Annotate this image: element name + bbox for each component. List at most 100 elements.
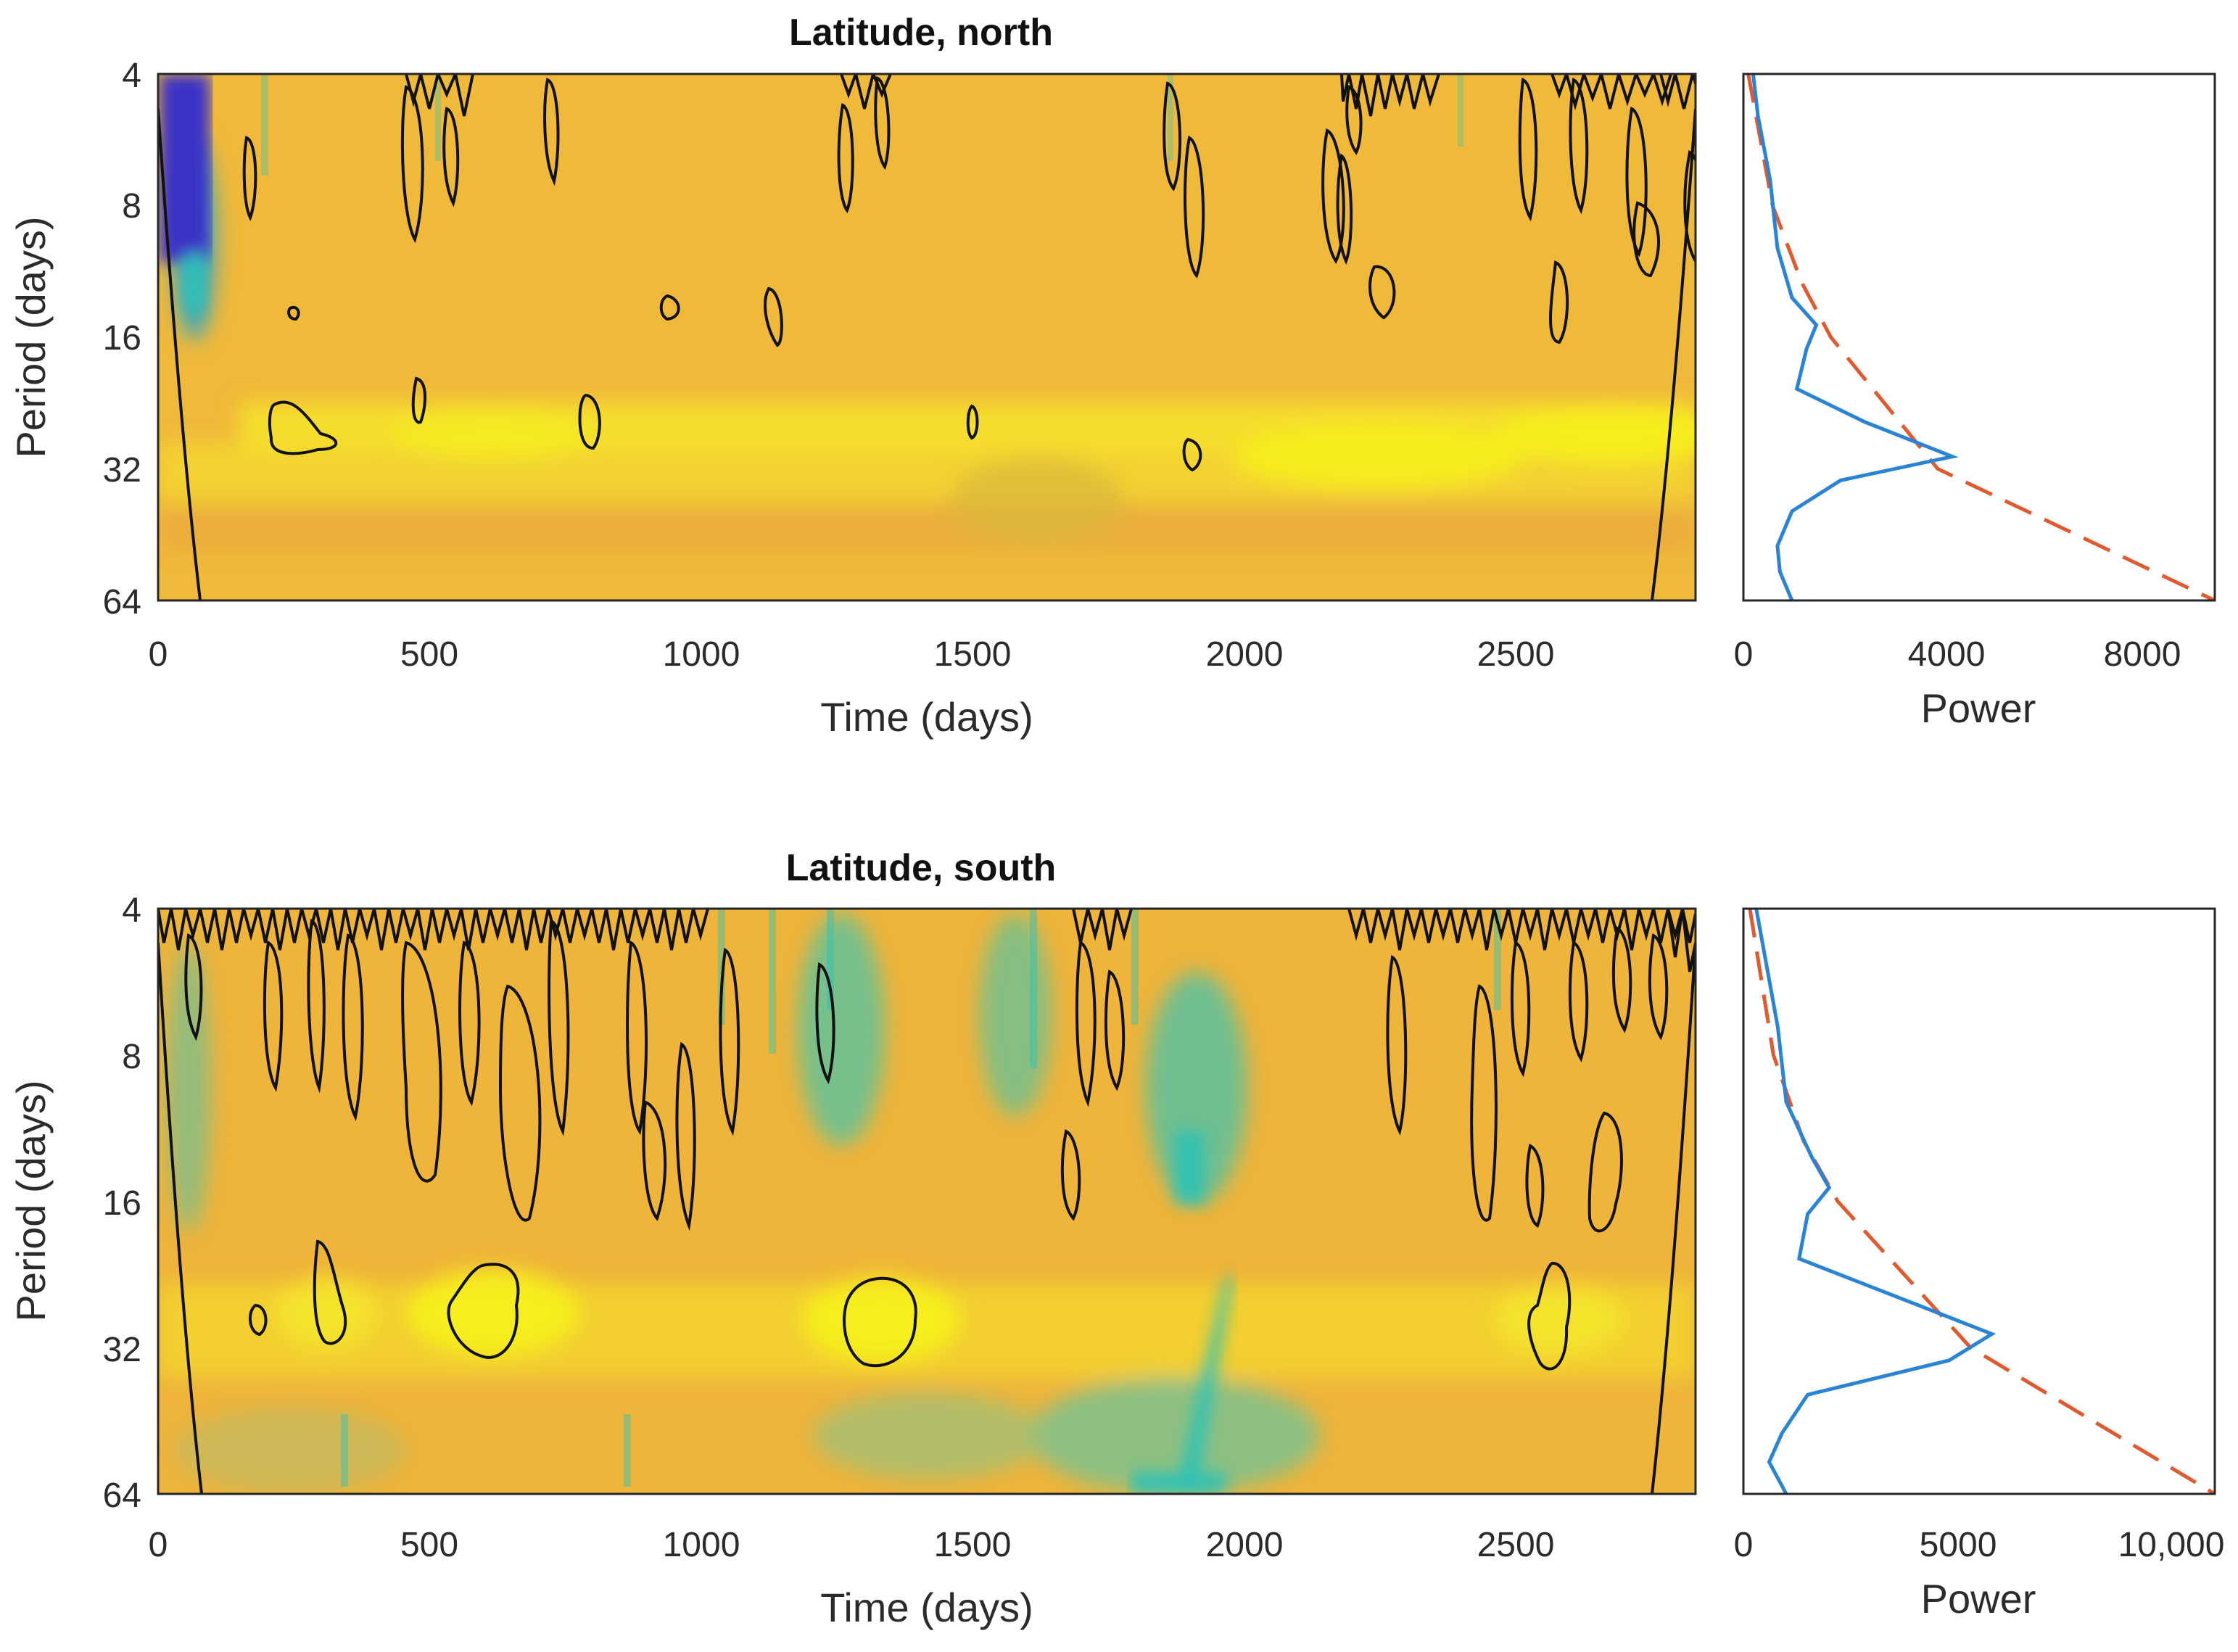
north-teal-fringe — [185, 254, 203, 312]
north-contour-15 — [442, 107, 460, 207]
north-spectrum-frame — [1742, 73, 2216, 602]
north-power-tick-1: 0 — [1734, 635, 1754, 674]
south-contour-9 — [342, 933, 364, 1122]
south-ytick-5: 64 — [103, 1477, 141, 1515]
south-contour-1 — [447, 1263, 520, 1359]
south-teal-low-2 — [812, 1392, 1044, 1479]
north-x-axis: 0 500 1000 1500 2000 2500 Time (days) — [149, 635, 1555, 740]
north-contour-14 — [400, 85, 424, 244]
south-contour-13 — [548, 919, 570, 1136]
south-xtick-2: 500 — [400, 1526, 458, 1564]
south-coi-right — [1651, 942, 1696, 1494]
north-ytick-1: 4 — [122, 57, 141, 95]
north-crowd-1 — [1340, 74, 1440, 117]
south-xtick-3: 1000 — [663, 1526, 740, 1564]
north-ytick-5: 64 — [103, 583, 141, 621]
south-spectrum-panel: 0 5000 10,000 Power — [1734, 907, 2225, 1622]
south-y-axis: 4 8 16 32 64 Period (days) — [8, 891, 141, 1515]
south-stripe-5 — [1131, 909, 1139, 1025]
south-stripe-3 — [827, 909, 834, 1010]
north-xtick-1: 0 — [149, 635, 168, 674]
south-xtick-5: 2000 — [1206, 1526, 1284, 1564]
south-contour-18 — [815, 962, 835, 1085]
south-title: Latitude, south — [786, 847, 1057, 889]
south-contour-4 — [248, 1303, 268, 1337]
north-stripe-4 — [1458, 74, 1463, 146]
north-contour-19 — [1163, 81, 1181, 191]
south-contour-14 — [626, 941, 648, 1136]
north-y-axis: 4 8 16 32 64 Period (days) — [8, 57, 141, 621]
north-xlabel: Time (days) — [820, 694, 1033, 740]
south-ytick-4: 32 — [103, 1331, 141, 1369]
north-contour-20 — [1321, 128, 1345, 264]
north-contour-18 — [874, 76, 891, 170]
south-power-tick-3: 10,000 — [2118, 1526, 2225, 1564]
south-contour-28 — [263, 940, 284, 1092]
north-contour-12 — [287, 305, 300, 321]
south-contour-21 — [1104, 969, 1126, 1091]
north-contour-22 — [1336, 153, 1353, 265]
south-diagonal-teal-streak — [1175, 1276, 1233, 1494]
north-contour-25 — [1569, 77, 1589, 215]
north-spectrum-plot — [1746, 74, 2215, 600]
south-contour-20 — [1060, 1129, 1081, 1221]
south-heatmap-frame — [157, 907, 1697, 1495]
south-upper-teal — [1175, 1131, 1204, 1204]
south-contour-8 — [307, 919, 326, 1094]
south-bright-spot-2 — [801, 1276, 961, 1363]
south-contours — [184, 919, 1669, 1371]
south-contour-27 — [1648, 933, 1669, 1041]
south-low-power-streak — [1131, 1131, 1233, 1494]
south-teal-low-1 — [1030, 1378, 1320, 1494]
south-contour-10 — [401, 941, 442, 1183]
south-contour-6 — [1587, 1111, 1623, 1233]
north-spectrum-panel: 0 4000 8000 Power — [1734, 73, 2216, 731]
south-stripe-4 — [1030, 909, 1037, 1068]
south-crowd-2 — [1072, 909, 1133, 951]
south-stripe-8 — [341, 1414, 348, 1487]
south-contour-22 — [1386, 954, 1408, 1136]
south-panel: Latitude, south — [8, 847, 1697, 1630]
south-coi-left — [158, 942, 203, 1494]
north-xtick-2: 500 — [400, 635, 458, 674]
south-contour-19 — [1075, 941, 1097, 1107]
south-contour-17 — [719, 947, 740, 1136]
north-spectrum-background — [1743, 74, 2215, 600]
north-stripe-3 — [1168, 74, 1173, 161]
north-contour-27 — [1683, 150, 1696, 264]
south-ylabel: Period (days) — [8, 1080, 54, 1321]
south-contour-24 — [1510, 940, 1531, 1078]
north-power-tick-3: 8000 — [2104, 635, 2181, 674]
north-stripe-1 — [261, 74, 268, 175]
south-spectrum-plot — [1748, 909, 2215, 1494]
south-ytick-3: 16 — [103, 1184, 141, 1223]
south-contour-25 — [1568, 940, 1589, 1063]
south-contour-5 — [1527, 1262, 1572, 1371]
north-heatmap — [158, 74, 1696, 600]
north-power-tick-2: 4000 — [1908, 635, 1986, 674]
south-cone-of-influence — [158, 942, 1696, 1494]
north-significance-line — [1746, 74, 2215, 600]
north-mid-patch — [950, 457, 1124, 544]
north-contour-16 — [543, 78, 560, 186]
south-bright-spot-3 — [276, 1276, 377, 1349]
north-contour-6 — [966, 404, 979, 440]
north-contour-5 — [764, 286, 783, 347]
south-teal-mid-3 — [1146, 972, 1247, 1204]
north-contour-4 — [659, 294, 680, 321]
south-teal-mid-2 — [979, 914, 1052, 1117]
north-dark-band — [158, 508, 1696, 551]
north-ytick-3: 16 — [103, 319, 141, 358]
north-contour-13 — [242, 136, 257, 222]
south-ytick-2: 8 — [122, 1038, 141, 1076]
north-xtick-6: 2500 — [1477, 635, 1555, 674]
north-xtick-4: 1500 — [934, 635, 1012, 674]
south-contour-2 — [843, 1276, 917, 1368]
north-xtick-3: 1000 — [663, 635, 740, 674]
north-power-label: Power — [1921, 685, 2036, 731]
north-contour-24 — [1518, 78, 1538, 222]
north-contour-8 — [1368, 265, 1396, 320]
north-contour-7 — [1182, 437, 1202, 472]
south-stripe-1 — [718, 909, 725, 1025]
